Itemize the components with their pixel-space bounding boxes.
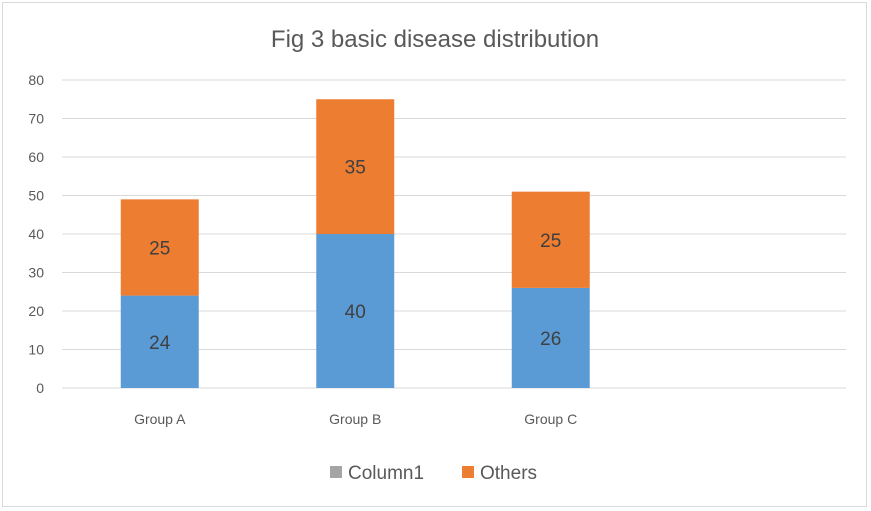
- data-label: 35: [345, 158, 366, 179]
- y-axis-ticks: 0 10 20 30 40 50 60 70 80: [28, 72, 44, 396]
- y-tick-label: 80: [28, 72, 44, 88]
- y-tick-label: 60: [28, 149, 44, 165]
- bar-others-group-a: [120, 199, 199, 296]
- x-axis-categories: Group A Group B Group C: [134, 411, 577, 427]
- y-tick-label: 70: [28, 111, 44, 127]
- data-label: 25: [149, 238, 170, 259]
- y-tick-label: 0: [36, 380, 44, 396]
- legend-swatch: [462, 466, 474, 478]
- data-label: 26: [540, 329, 561, 350]
- x-category-label: Group B: [329, 411, 381, 427]
- legend: Column1 Others: [330, 463, 537, 484]
- legend-label: Column1: [348, 463, 424, 484]
- data-label: 24: [149, 333, 171, 354]
- y-tick-label: 10: [28, 342, 44, 358]
- bar-column1-group-c: [511, 287, 590, 388]
- bar-column1-group-b: [316, 234, 395, 388]
- y-tick-label: 40: [28, 226, 44, 242]
- y-tick-label: 20: [28, 303, 44, 319]
- chart-title: Fig 3 basic disease distribution: [271, 26, 599, 53]
- y-tick-label: 30: [28, 265, 44, 281]
- x-category-label: Group A: [134, 411, 186, 427]
- data-label: 40: [345, 302, 366, 323]
- x-category-label: Group C: [524, 411, 577, 427]
- y-tick-label: 50: [28, 188, 44, 204]
- bar-others-group-b: [316, 99, 395, 234]
- bar-column1-group-a: [120, 295, 199, 388]
- bars: [120, 99, 590, 388]
- data-labels: 24 25 40 35 26 25: [149, 158, 561, 354]
- bar-others-group-c: [511, 191, 590, 288]
- legend-label: Others: [480, 463, 537, 484]
- legend-swatch: [330, 466, 342, 478]
- data-label: 25: [540, 231, 561, 252]
